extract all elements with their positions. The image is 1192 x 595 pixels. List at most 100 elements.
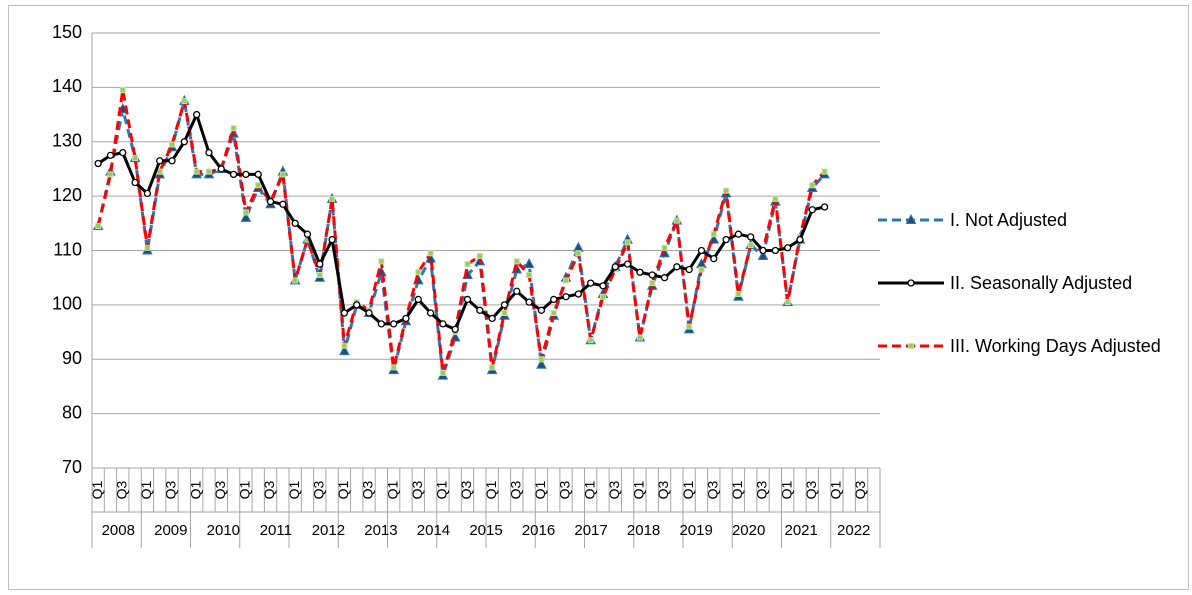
point [328,235,336,244]
point [217,165,225,173]
x-tick-label: Q1 [187,480,203,499]
point [414,295,422,304]
point [747,242,754,249]
x-tick-label: Q3 [310,480,326,499]
x-group-label: 2020 [732,522,765,539]
point [279,200,287,208]
x-tick-label: Q3 [261,480,277,499]
point [156,168,163,175]
point [747,233,755,241]
point [240,211,252,222]
point [575,250,582,257]
point [611,263,619,271]
x-tick-label: Q3 [507,480,523,499]
legend-label: II. Seasonally Adjusted [950,273,1133,293]
point [107,171,114,178]
point [784,299,791,306]
point [513,287,521,295]
point [723,187,730,194]
point [426,309,435,317]
point [242,170,250,179]
point [340,309,349,317]
point [623,260,632,268]
point [168,157,176,165]
point [402,314,410,323]
x-group-label: 2009 [154,522,187,539]
x-tick-label: Q3 [163,480,179,499]
x-tick-label: Q1 [680,480,696,499]
x-tick-label: Q1 [581,480,597,499]
point [636,268,644,276]
point [489,364,496,371]
x-tick-label: Q1 [532,480,548,499]
point [538,356,545,363]
x-tick-label: Q1 [434,480,450,499]
point [698,266,705,273]
x-tick-label: Q3 [704,480,720,499]
point [771,246,779,255]
x-tick-label: Q3 [557,480,573,499]
point [279,171,286,178]
point [710,255,718,263]
y-tick-label: 120 [52,185,82,205]
point [266,197,275,206]
point [574,290,582,298]
point [820,203,829,211]
point [353,301,361,309]
point [685,265,693,274]
point [463,295,472,304]
point [562,293,570,301]
legend-label: III. Working Days Adjusted [950,336,1161,356]
point [377,320,385,328]
series-line [96,88,826,375]
point [169,141,176,148]
point [119,148,127,157]
point [303,230,312,238]
x-tick-label: Q3 [655,480,671,499]
x-tick-label: Q3 [113,480,129,499]
x-tick-label: Q3 [360,480,376,499]
point [193,110,201,119]
point [599,293,606,300]
point [759,246,767,255]
x-group-label: 2014 [417,522,450,539]
y-tick-label: 100 [52,294,82,314]
point [697,246,706,255]
point [648,271,656,279]
point [550,295,558,304]
x-group-label: 2022 [837,522,870,539]
point [181,97,188,104]
point [661,244,668,251]
x-tick-label: Q1 [89,480,105,499]
y-tick-label: 90 [62,348,82,368]
point [808,206,816,214]
x-group-label: 2015 [469,522,502,539]
point [156,157,164,165]
point [526,271,533,278]
x-tick-label: Q1 [286,480,302,499]
point [500,301,509,309]
point [573,241,584,252]
point [316,260,324,268]
point [291,219,299,227]
x-tick-label: Q1 [631,480,647,499]
point [131,178,139,187]
legend-label: I. Not Adjusted [950,210,1068,230]
x-tick-label: Q1 [237,480,253,499]
point [734,230,743,238]
point [624,239,631,246]
point [292,277,299,284]
y-tick-label: 110 [53,239,82,259]
point [205,168,212,175]
x-group-label: 2011 [260,522,292,539]
point [365,309,373,317]
point [132,155,139,162]
point [390,320,398,328]
point [649,280,656,287]
point [550,310,557,317]
x-group-label: 2019 [679,522,712,539]
point [523,258,535,269]
point [673,217,680,224]
x-tick-label: Q3 [458,480,474,499]
